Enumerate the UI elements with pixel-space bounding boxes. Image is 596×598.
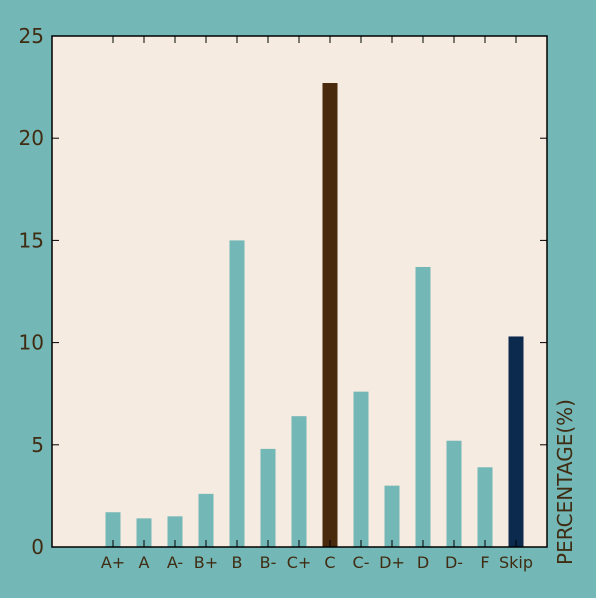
x-tick-label-D-: D- <box>445 553 463 572</box>
ticks-group: A+ A A- B+ B B- C+ C C- D+ D D- F Skip 0 5 10 15 20 25 <box>19 24 547 572</box>
x-tick-label-Skip: Skip <box>499 553 533 572</box>
x-tick-label-F: F <box>480 553 489 572</box>
y-tick-label-15: 15 <box>19 228 44 252</box>
y-axis-label: PERCENTAGE(%) <box>553 399 577 565</box>
y-tick-label-10: 10 <box>19 331 44 355</box>
bar-C <box>322 83 338 548</box>
plot-frame <box>51 35 548 548</box>
bar-F <box>477 467 493 547</box>
bar-B+ <box>198 493 214 547</box>
bar-A <box>136 518 152 547</box>
y-tick-label-25: 25 <box>19 24 44 48</box>
bars-group <box>105 83 524 548</box>
bar-D+ <box>384 485 400 547</box>
y-tick-label-0: 0 <box>31 535 44 559</box>
bar-A- <box>167 516 183 547</box>
bar-D <box>415 266 431 547</box>
bar-A+ <box>105 512 121 547</box>
x-tick-label-D: D <box>417 553 429 572</box>
bar-C- <box>353 391 369 547</box>
x-tick-label-B+: B+ <box>194 553 218 572</box>
x-tick-label-B: B <box>232 553 243 572</box>
x-tick-label-B-: B- <box>260 553 277 572</box>
x-tick-label-D+: D+ <box>379 553 405 572</box>
x-tick-label-A: A <box>139 553 150 572</box>
bar-C+ <box>291 416 307 547</box>
x-tick-label-A+: A+ <box>101 553 125 572</box>
x-tick-label-C+: C+ <box>287 553 312 572</box>
bar-B <box>229 240 245 547</box>
bar-Skip <box>508 336 524 547</box>
x-tick-label-C-: C- <box>353 553 370 572</box>
y-tick-label-5: 5 <box>31 433 44 457</box>
bar-B- <box>260 448 276 547</box>
y-tick-label-20: 20 <box>19 126 44 150</box>
x-tick-label-C: C <box>324 553 335 572</box>
bar-D- <box>446 440 462 547</box>
x-tick-label-A-: A- <box>167 553 183 572</box>
